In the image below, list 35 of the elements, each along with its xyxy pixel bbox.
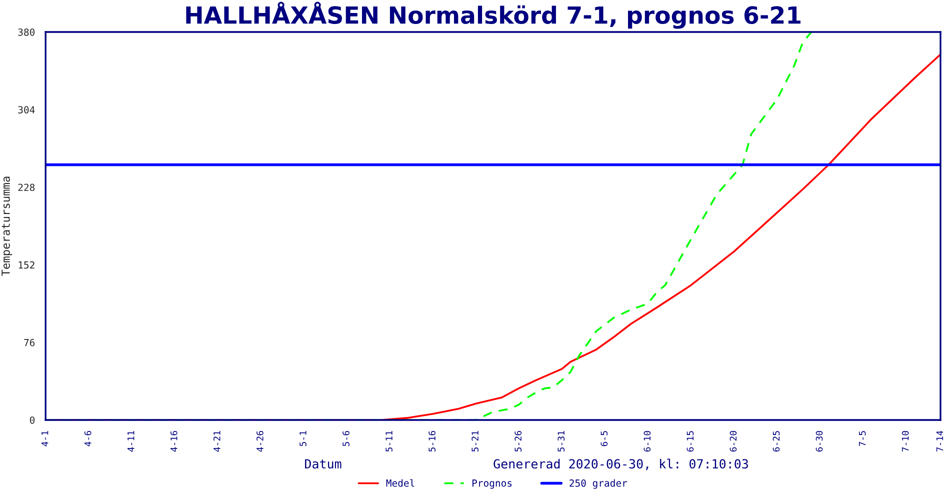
y-tick-label: 152 bbox=[18, 261, 34, 269]
y-tick-label: 0 bbox=[30, 416, 35, 424]
x-tick-label: 5-26 bbox=[514, 431, 522, 452]
legend-label: Medel bbox=[386, 479, 414, 487]
x-tick-label: 6-5 bbox=[600, 431, 608, 446]
x-tick-label: 7-10 bbox=[902, 431, 909, 452]
x-tick-label: 7-14 bbox=[936, 430, 944, 452]
x-tick-label: 6-25 bbox=[772, 431, 780, 452]
x-tick-label: 5-1 bbox=[300, 431, 306, 446]
x-tick-label: 6-15 bbox=[686, 431, 694, 452]
x-tick-label: 5-6 bbox=[342, 431, 350, 446]
text: Genererad 2020-06-30, kl: 07:10:03 bbox=[494, 458, 748, 470]
x-tick-label: 6-10 bbox=[644, 431, 651, 452]
y-tick-label: 76 bbox=[24, 338, 35, 346]
y-axis-title: Temperatursumma bbox=[2, 176, 12, 276]
legend-label: 250 grader bbox=[570, 479, 628, 489]
x-tick-label: 5-21 bbox=[472, 431, 478, 452]
x-tick-label: 4-26 bbox=[256, 431, 264, 452]
y-tick-label: 304 bbox=[18, 106, 35, 114]
y-tick-label: 380 bbox=[18, 28, 35, 36]
x-axis-title: Datum bbox=[305, 459, 342, 469]
x-tick-label: 4-11 bbox=[128, 431, 134, 452]
chart-title: HALLHÅXÅSEN Normalskörd 7-1, prognos 6-21 bbox=[186, 2, 800, 29]
x-tick-label: 6-30 bbox=[816, 431, 823, 452]
legend-label: Prognos bbox=[472, 480, 512, 489]
x-tick-label: 4-16 bbox=[170, 431, 178, 452]
x-tick-label: 4-21 bbox=[214, 431, 220, 452]
x-tick-label: 4-1 bbox=[42, 431, 48, 446]
y-tick-label: 228 bbox=[18, 184, 35, 192]
x-tick-label: 5-16 bbox=[428, 431, 436, 452]
x-tick-label: 5-31 bbox=[558, 431, 565, 452]
x-tick-label: 4-6 bbox=[84, 431, 92, 446]
x-tick-label: 7-5 bbox=[858, 431, 866, 446]
x-tick-label: 6-20 bbox=[730, 431, 737, 452]
x-tick-label: 5-11 bbox=[386, 431, 392, 452]
